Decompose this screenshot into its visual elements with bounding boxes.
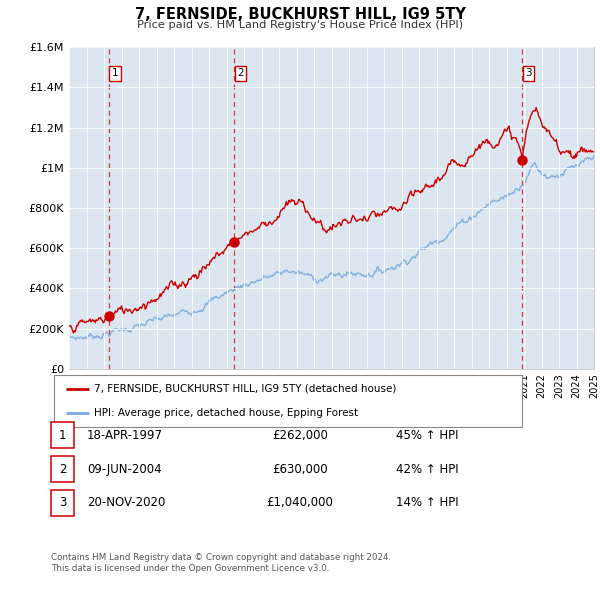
- Text: 3: 3: [525, 68, 532, 78]
- Text: 42% ↑ HPI: 42% ↑ HPI: [396, 463, 458, 476]
- Text: 7, FERNSIDE, BUCKHURST HILL, IG9 5TY: 7, FERNSIDE, BUCKHURST HILL, IG9 5TY: [134, 7, 466, 22]
- Text: 14% ↑ HPI: 14% ↑ HPI: [396, 496, 458, 509]
- Text: Price paid vs. HM Land Registry's House Price Index (HPI): Price paid vs. HM Land Registry's House …: [137, 20, 463, 30]
- Text: 1: 1: [59, 429, 66, 442]
- Text: 09-JUN-2004: 09-JUN-2004: [87, 463, 161, 476]
- FancyBboxPatch shape: [54, 375, 522, 427]
- Text: Contains HM Land Registry data © Crown copyright and database right 2024.
This d: Contains HM Land Registry data © Crown c…: [51, 553, 391, 573]
- Text: £1,040,000: £1,040,000: [266, 496, 334, 509]
- Text: 20-NOV-2020: 20-NOV-2020: [87, 496, 166, 509]
- Text: 45% ↑ HPI: 45% ↑ HPI: [396, 429, 458, 442]
- Text: 3: 3: [59, 496, 66, 509]
- Text: 18-APR-1997: 18-APR-1997: [87, 429, 163, 442]
- Text: 2: 2: [59, 463, 66, 476]
- Text: £630,000: £630,000: [272, 463, 328, 476]
- Text: £262,000: £262,000: [272, 429, 328, 442]
- Text: 1: 1: [112, 68, 118, 78]
- Text: HPI: Average price, detached house, Epping Forest: HPI: Average price, detached house, Eppi…: [94, 408, 358, 418]
- Text: 7, FERNSIDE, BUCKHURST HILL, IG9 5TY (detached house): 7, FERNSIDE, BUCKHURST HILL, IG9 5TY (de…: [94, 384, 396, 394]
- Text: 2: 2: [237, 68, 244, 78]
